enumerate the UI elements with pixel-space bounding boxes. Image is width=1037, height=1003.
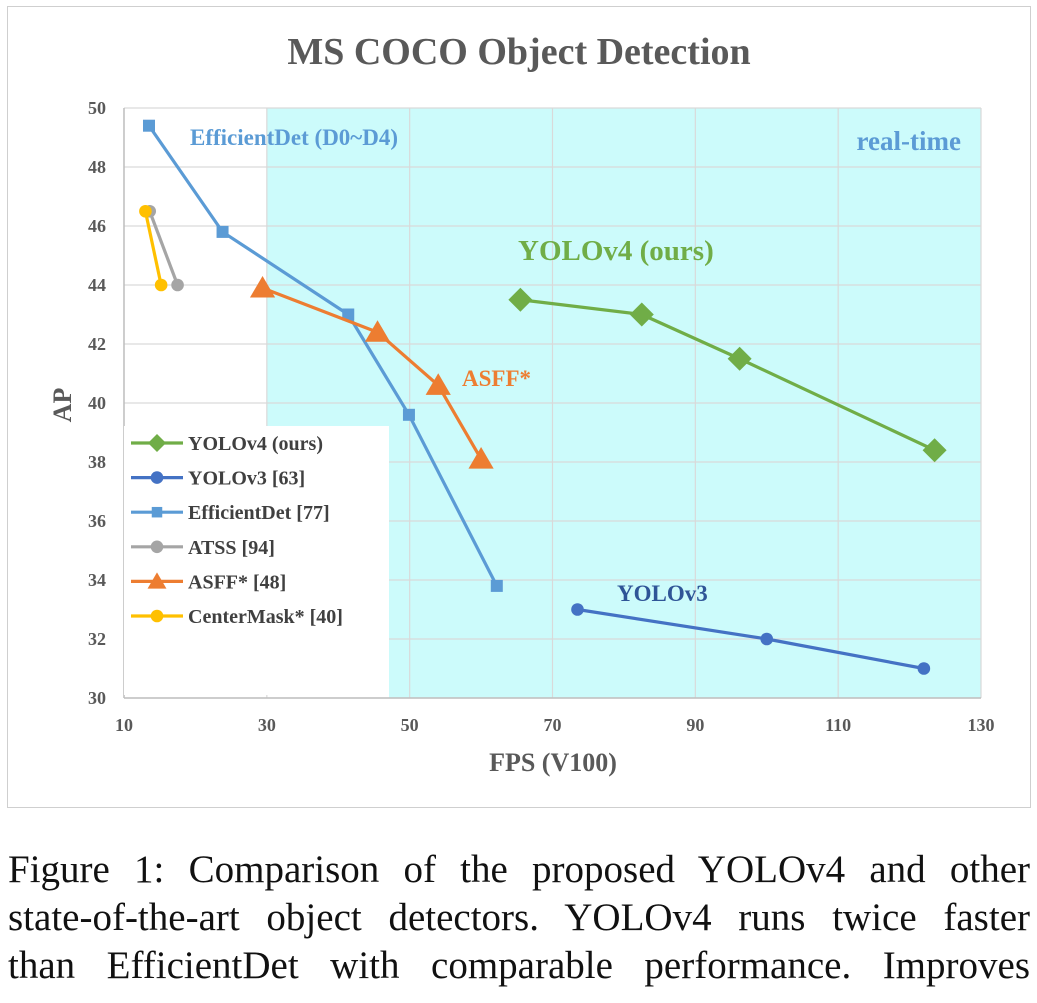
data-point xyxy=(216,225,229,238)
data-point xyxy=(508,287,533,312)
y-tick-label: 48 xyxy=(88,157,106,177)
data-point xyxy=(922,438,947,463)
legend-background xyxy=(124,426,389,695)
series-4 xyxy=(249,275,494,469)
annotation-yolov4: YOLOv4 (ours) xyxy=(518,235,714,267)
series-line xyxy=(143,210,163,286)
tick-labels: 30 32 34 36 38 40 42 44 46 48 50 10 30 50 70 90 110 130 xyxy=(88,98,995,735)
data-point xyxy=(629,302,654,327)
x-tick-label: 70 xyxy=(544,715,562,735)
y-tick-label: 40 xyxy=(88,393,106,413)
y-tick-label: 32 xyxy=(88,629,106,649)
y-tick-label: 36 xyxy=(88,511,106,531)
region-label: real-time xyxy=(857,126,961,156)
x-tick-label: 110 xyxy=(825,715,851,735)
series-layer xyxy=(139,119,947,675)
x-axis-label: FPS (V100) xyxy=(489,748,617,777)
annotation-efficientdet: EfficientDet (D0~D4) xyxy=(190,125,398,150)
legend-item: CenterMask* [40] xyxy=(131,606,343,628)
data-point xyxy=(402,408,415,421)
y-tick-label: 44 xyxy=(88,275,106,295)
series-line xyxy=(520,298,936,452)
legend-label: ASFF* [48] xyxy=(188,571,286,593)
legend-label: ATSS [94] xyxy=(188,537,275,559)
data-point xyxy=(142,119,155,132)
series-1 xyxy=(571,603,931,675)
caption-line: than EfficientDet with comparable perfor… xyxy=(8,944,1030,987)
legend-label: YOLOv4 (ours) xyxy=(188,433,323,455)
legend-item: YOLOv4 (ours) xyxy=(131,433,323,455)
data-point xyxy=(249,275,276,298)
x-tick-label: 30 xyxy=(258,715,276,735)
legend-marker xyxy=(151,506,163,518)
legend-marker xyxy=(150,609,164,623)
data-point xyxy=(171,278,184,292)
annotation-asff: ASFF* xyxy=(462,366,531,391)
legend-label: CenterMask* [40] xyxy=(188,606,343,628)
data-point xyxy=(490,579,503,592)
data-point xyxy=(154,278,168,292)
real-time-region-lower xyxy=(389,426,981,698)
series-line xyxy=(261,286,483,460)
data-point xyxy=(468,447,494,469)
y-tick-label: 50 xyxy=(88,98,106,118)
real-time-region xyxy=(266,108,981,426)
legend-item: EfficientDet [77] xyxy=(131,502,330,524)
annotation-yolov3: YOLOv3 xyxy=(617,581,708,606)
chart: 30 32 34 36 38 40 42 44 46 48 50 10 30 50 70 90 110 130 M… xyxy=(48,31,995,777)
y-tick-label: 30 xyxy=(88,688,106,708)
data-point xyxy=(917,662,931,675)
legend-label: YOLOv3 [63] xyxy=(188,468,305,490)
legend-item: ASFF* [48] xyxy=(131,571,286,593)
caption-line: state-of-the-art object detectors. YOLOv… xyxy=(8,896,1030,939)
x-tick-label: 50 xyxy=(401,715,419,735)
x-tick-label: 10 xyxy=(115,715,133,735)
legend-item: ATSS [94] xyxy=(131,537,275,559)
legend-marker xyxy=(150,471,164,484)
data-point xyxy=(571,603,584,616)
y-tick-label: 34 xyxy=(88,570,106,590)
data-point xyxy=(760,632,774,646)
y-tick-label: 38 xyxy=(88,452,106,472)
series-5 xyxy=(139,204,168,292)
data-point xyxy=(342,308,355,321)
legend-marker xyxy=(150,540,164,554)
legend-marker xyxy=(147,572,167,589)
series-3 xyxy=(143,204,184,292)
data-point xyxy=(727,346,752,371)
legend-marker xyxy=(148,434,166,452)
x-tick-label: 130 xyxy=(968,715,995,735)
data-point xyxy=(425,373,451,395)
series-0 xyxy=(508,287,947,463)
y-tick-label: 42 xyxy=(88,334,106,354)
legend-label: EfficientDet [77] xyxy=(188,502,330,524)
x-tick-label: 90 xyxy=(686,715,704,735)
caption-line: Figure 1: Comparison of the proposed YOL… xyxy=(8,848,1030,891)
legend-item: YOLOv3 [63] xyxy=(131,468,305,490)
series-2 xyxy=(142,119,503,592)
data-point xyxy=(364,320,391,342)
chart-title: MS COCO Object Detection xyxy=(287,31,750,73)
data-point xyxy=(139,204,152,218)
y-axis-label: AP xyxy=(48,388,77,423)
legend: YOLOv4 (ours) YOLOv3 [63] EfficientDet [77… xyxy=(124,426,389,695)
series-line xyxy=(148,210,180,286)
figure-caption: Figure 1: Comparison of the proposed YOL… xyxy=(8,846,1030,990)
y-tick-label: 46 xyxy=(88,216,106,236)
